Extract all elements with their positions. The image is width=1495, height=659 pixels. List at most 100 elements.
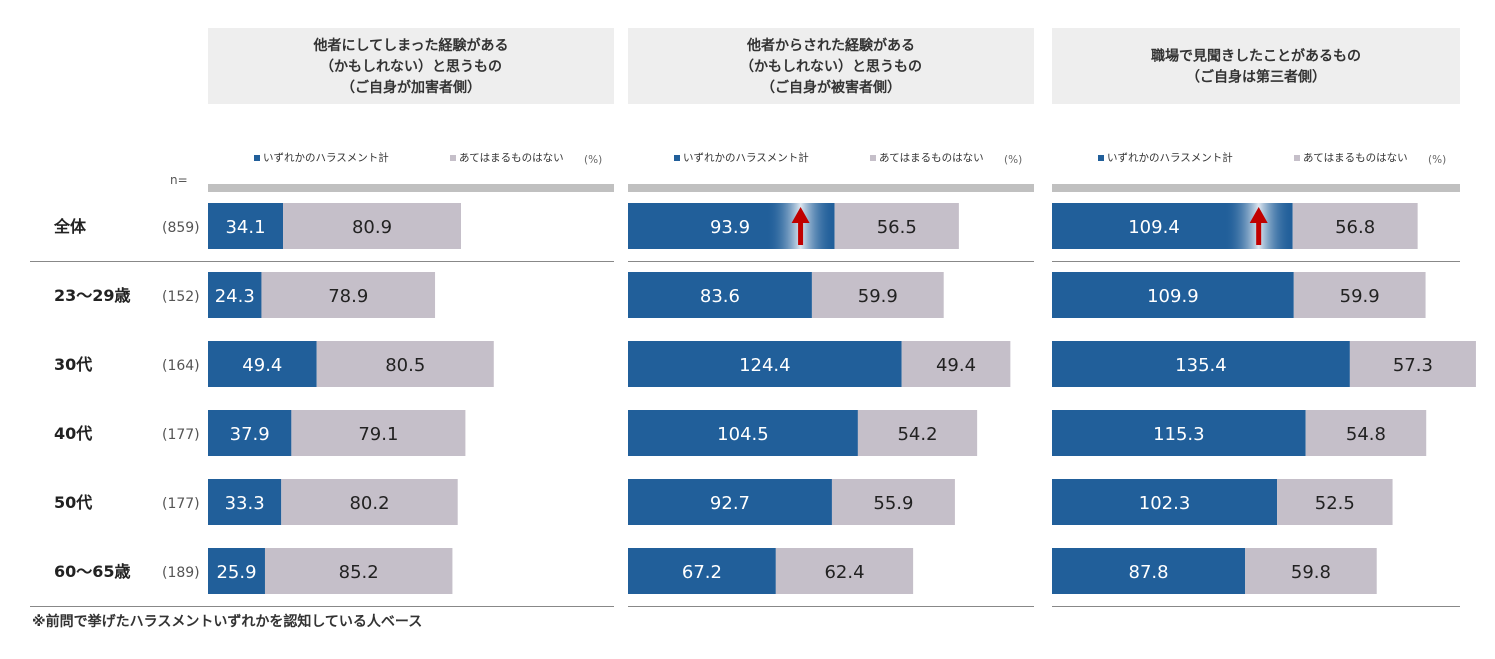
value-label-none: 59.8 [1291, 562, 1331, 583]
bar-none [1305, 410, 1427, 456]
legend-swatch-harassment [674, 155, 680, 161]
panel-header [628, 28, 1034, 104]
legend-label-none: あてはまるものはない [459, 152, 564, 164]
bar-none [831, 479, 955, 525]
value-label-harassment: 124.4 [739, 355, 791, 376]
value-label-none: 79.1 [358, 424, 398, 445]
panel-title-line: （かもしれない）と思うもの [320, 59, 502, 75]
bar-none [316, 341, 494, 387]
bar-harassment [628, 479, 832, 525]
value-label-harassment: 67.2 [682, 562, 722, 583]
bar-harassment [1052, 341, 1350, 387]
bar-none [1292, 203, 1418, 249]
value-label-none: 54.2 [897, 424, 937, 445]
value-label-none: 59.9 [1340, 286, 1380, 307]
row-label: 全体 [53, 217, 87, 236]
bar-none [264, 548, 453, 594]
panel-title-line: （ご自身が加害者側） [341, 79, 481, 96]
value-label-none: 52.5 [1315, 493, 1355, 514]
bar-none [901, 341, 1011, 387]
bar-none [283, 203, 461, 249]
bar-harassment [208, 203, 284, 249]
legend-swatch-none [1294, 155, 1300, 161]
value-label-harassment: 109.4 [1128, 217, 1180, 238]
value-label-none: 55.9 [873, 493, 913, 514]
legend-label-harassment: いずれかのハラスメント計 [263, 151, 389, 164]
panel-header [1052, 28, 1460, 104]
panel-title-line: （かもしれない）と思うもの [740, 59, 922, 75]
bar-harassment [1052, 410, 1306, 456]
legend-label-harassment: いずれかのハラスメント計 [683, 151, 809, 164]
value-label-harassment: 83.6 [700, 286, 740, 307]
value-label-none: 80.2 [349, 493, 389, 514]
footnote: ※前問で挙げたハラスメントいずれかを認知している人ベース [32, 613, 422, 630]
panel-title-line: （ご自身が被害者側） [761, 79, 901, 96]
value-label-none: 62.4 [824, 562, 864, 583]
legend-swatch-harassment [254, 155, 260, 161]
value-label-none: 49.4 [936, 355, 976, 376]
bar-harassment [628, 548, 776, 594]
legend-unit: (%) [1004, 154, 1022, 166]
bar-none [1293, 272, 1426, 318]
legend-swatch-none [450, 155, 456, 161]
panel-top-bar [208, 184, 614, 192]
bar-harassment [208, 548, 265, 594]
increase-arrow-shaft [1256, 221, 1262, 245]
bar-harassment [628, 410, 858, 456]
value-label-harassment: 25.9 [216, 562, 256, 583]
n-header: n= [170, 173, 188, 187]
increase-arrow-icon [1249, 207, 1268, 223]
value-label-harassment: 33.3 [225, 493, 265, 514]
value-label-harassment: 92.7 [710, 493, 750, 514]
panel-title-line: 他者からされた経験がある [746, 37, 915, 54]
value-label-harassment: 49.4 [242, 355, 282, 376]
row-label: 40代 [54, 424, 92, 443]
panel-top-bar [1052, 184, 1460, 192]
bar-none [811, 272, 944, 318]
row-label: 50代 [54, 493, 92, 512]
bar-none [1245, 548, 1377, 594]
value-label-none: 80.9 [352, 217, 392, 238]
bar-harassment [208, 410, 292, 456]
bar-harassment [1052, 548, 1246, 594]
bar-none [834, 203, 959, 249]
bar-harassment [1052, 272, 1294, 318]
increase-arrow-icon [791, 207, 810, 223]
value-label-harassment: 37.9 [230, 424, 270, 445]
bar-harassment [208, 272, 262, 318]
row-label: 60〜65歳 [54, 562, 131, 581]
bar-none [1277, 479, 1393, 525]
bar-none [857, 410, 978, 456]
row-label: 30代 [54, 355, 92, 374]
row-n: (859) [162, 220, 200, 236]
bar-none [1349, 341, 1476, 387]
value-label-harassment: 87.8 [1129, 562, 1169, 583]
bar-none [291, 410, 466, 456]
legend-label-none: あてはまるものはない [879, 152, 984, 164]
bar-none [261, 272, 436, 318]
value-label-harassment: 102.3 [1139, 493, 1191, 514]
value-label-none: 59.9 [858, 286, 898, 307]
value-label-none: 56.5 [877, 217, 917, 238]
panel-header [208, 28, 614, 104]
bar-harassment [208, 341, 317, 387]
value-label-none: 57.3 [1393, 355, 1433, 376]
bar-none [775, 548, 914, 594]
bar-harassment [628, 272, 812, 318]
row-n: (177) [162, 496, 200, 512]
value-label-harassment: 93.9 [710, 217, 750, 238]
value-label-harassment: 24.3 [215, 286, 255, 307]
panel-title-line: 他者にしてしまった経験がある [312, 37, 508, 54]
bar-harassment [1052, 479, 1278, 525]
value-label-none: 80.5 [385, 355, 425, 376]
row-n: (177) [162, 427, 200, 443]
value-label-none: 78.9 [328, 286, 368, 307]
bar-harassment [208, 479, 282, 525]
row-n: (189) [162, 565, 200, 581]
legend-swatch-none [870, 155, 876, 161]
legend-label-harassment: いずれかのハラスメント計 [1107, 151, 1233, 164]
value-label-none: 85.2 [339, 562, 379, 583]
value-label-none: 56.8 [1335, 217, 1375, 238]
